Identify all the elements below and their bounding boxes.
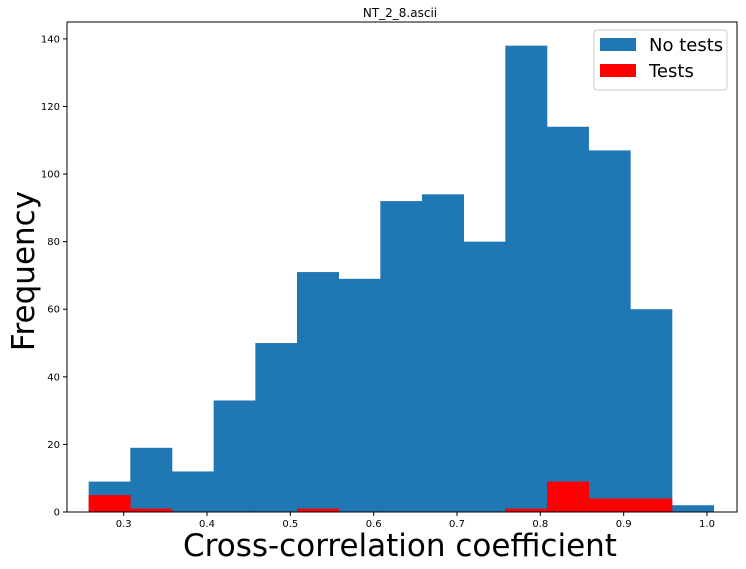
y-tick-label: 100 <box>41 170 60 181</box>
x-tick-label: 0.4 <box>199 519 215 530</box>
bar-no-tests-6 <box>338 278 381 512</box>
bar-no-tests-9 <box>463 241 506 512</box>
y-tick-label: 60 <box>47 305 60 316</box>
y-tick-label: 140 <box>41 34 60 45</box>
y-axis-label: Frequency <box>6 191 42 351</box>
bar-tests-4 <box>547 481 589 512</box>
y-tick-label: 40 <box>47 372 60 383</box>
x-tick-label: 1.0 <box>699 519 715 530</box>
bar-no-tests-2 <box>172 471 214 512</box>
axes-layer: 0.3 0.4 0.5 0.6 0.7 0.8 0.9 1.0 0 20 40 60 80 100 120 1… <box>41 21 738 530</box>
bar-no-tests-7 <box>380 201 423 512</box>
legend-label: Tests <box>648 61 694 82</box>
x-tick-label: 0.7 <box>449 519 465 530</box>
bar-tests-2 <box>297 508 339 512</box>
bar-no-tests-8 <box>422 194 464 512</box>
chart-title: NT_2_8.ascii <box>363 6 437 20</box>
x-tick-label: 0.5 <box>282 519 298 530</box>
x-tick-label: 0.8 <box>532 519 548 530</box>
x-axis-label: Cross-correlation coefficient <box>183 528 617 564</box>
plot-frame <box>66 21 738 513</box>
bar-tests-6 <box>630 498 673 512</box>
bar-tests-0 <box>88 495 131 512</box>
bar-tests-1 <box>130 508 173 512</box>
bars-layer <box>88 45 714 512</box>
y-tick-label: 80 <box>47 237 60 248</box>
x-tick-label: 0.3 <box>116 519 132 530</box>
bar-tests-5 <box>588 498 631 512</box>
bar-no-tests-14 <box>672 505 714 512</box>
legend-swatch <box>600 38 636 51</box>
y-tick-label: 120 <box>41 102 60 113</box>
bar-no-tests-12 <box>588 150 631 512</box>
legend: No tests Tests <box>593 29 728 91</box>
bar-no-tests-1 <box>130 447 173 512</box>
bar-no-tests-11 <box>547 126 589 512</box>
bar-no-tests-5 <box>297 272 339 512</box>
bar-tests-3 <box>505 508 548 512</box>
bar-no-tests-10 <box>505 45 548 512</box>
y-tick-label: 20 <box>47 440 60 451</box>
x-tick-label: 0.9 <box>616 519 632 530</box>
legend-label: No tests <box>649 35 723 56</box>
bar-no-tests-3 <box>213 400 256 512</box>
x-tick-label: 0.6 <box>366 519 382 530</box>
bar-no-tests-13 <box>630 309 673 512</box>
y-tick-label: 0 <box>54 508 60 519</box>
legend-swatch <box>600 64 636 77</box>
bar-no-tests-4 <box>255 343 298 512</box>
